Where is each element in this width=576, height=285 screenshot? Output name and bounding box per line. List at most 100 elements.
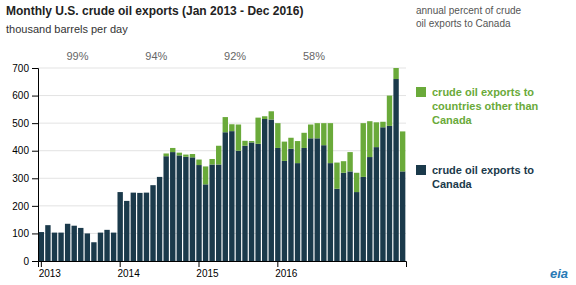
legend-label: crude oil exports toCanada [432,164,534,190]
bar [295,141,300,163]
legend-item: crude oil exports toCanada [416,164,534,190]
bar [203,184,208,261]
bar [78,227,83,228]
bar [295,163,300,261]
bar [249,142,254,261]
bar [58,232,63,233]
annotation: annual percent of crudeoil exports to Ca… [416,5,522,29]
bar [347,152,352,171]
bar [354,173,359,192]
bar [374,122,379,147]
legend: crude oil exports tocountries other than… [416,86,539,190]
bar [387,126,392,261]
y-tick-mark [32,233,38,234]
bar [183,157,188,261]
bar [170,148,175,152]
x-tick-label: 2016 [275,268,298,279]
bar [85,233,90,261]
bar [334,163,339,189]
bar [236,151,241,261]
bar [242,141,247,146]
legend-swatch [416,87,426,97]
bar [255,118,260,144]
grid-line [38,68,406,69]
bar [117,192,122,261]
bar [65,223,70,224]
bar [157,177,162,261]
chart-container: 01002003004005006007002013201420152016Mo… [0,0,576,285]
bar [361,123,366,177]
logo: eia [550,266,568,281]
bar [288,149,293,261]
bar [367,157,372,261]
x-axis-line [39,262,407,268]
bar [393,79,398,261]
y-tick: 300 [12,173,38,184]
bar [315,138,320,261]
bar-series [39,79,406,261]
bar [255,144,260,261]
bar [52,232,57,233]
bar [354,192,359,261]
bars [39,68,406,261]
bar [262,116,267,119]
y-tick: 500 [12,118,38,129]
bar [341,173,346,261]
legend-item: crude oil exports tocountries other than… [416,86,539,126]
bar [393,68,398,79]
bar [361,177,366,261]
bar [117,192,122,193]
bar [400,171,405,261]
bar [301,148,306,261]
y-tick-mark [32,206,38,207]
text-line: oil exports to Canada [416,18,511,29]
bar [190,154,195,157]
grid-line [38,150,406,151]
bar [380,122,385,128]
bar [269,120,274,261]
percent-label: 99% [66,50,88,62]
bar [308,125,313,139]
text-line: Canada [432,178,473,190]
bar [111,232,116,233]
bar [209,165,214,262]
bar [98,233,103,261]
x-tick-label: 2015 [196,268,219,279]
grid-line [38,95,406,96]
bar [223,132,228,261]
bar [39,232,44,261]
bar [45,225,50,226]
bar [78,228,83,261]
x-axis: 2013 2014 2015 2016 [39,261,407,279]
y-tick: 700 [12,63,38,74]
bar [301,133,306,148]
bar [209,159,214,165]
bar [275,148,280,261]
bar [347,171,352,261]
bar [177,155,182,261]
bar [321,145,326,261]
bar [65,224,70,261]
bar [124,200,129,201]
bar [203,166,208,184]
bar [196,160,201,166]
bar [157,176,162,177]
bar [144,192,149,193]
text-line: countries other than [432,100,539,112]
y-tick-label: 300 [12,173,29,184]
bar [216,165,221,262]
y-tick-label: 700 [12,63,29,74]
bar [104,229,109,230]
bar [52,233,57,261]
bar [91,242,96,243]
bar [190,157,195,261]
grid-line [38,123,406,124]
y-tick-mark [32,68,38,69]
x-tick-label: 2013 [39,268,62,279]
y-tick-mark [32,123,38,124]
bar [262,119,267,261]
y-tick-mark [32,261,38,262]
x-tick: 2014 [117,261,140,279]
bar [163,156,168,261]
bar [400,131,405,171]
